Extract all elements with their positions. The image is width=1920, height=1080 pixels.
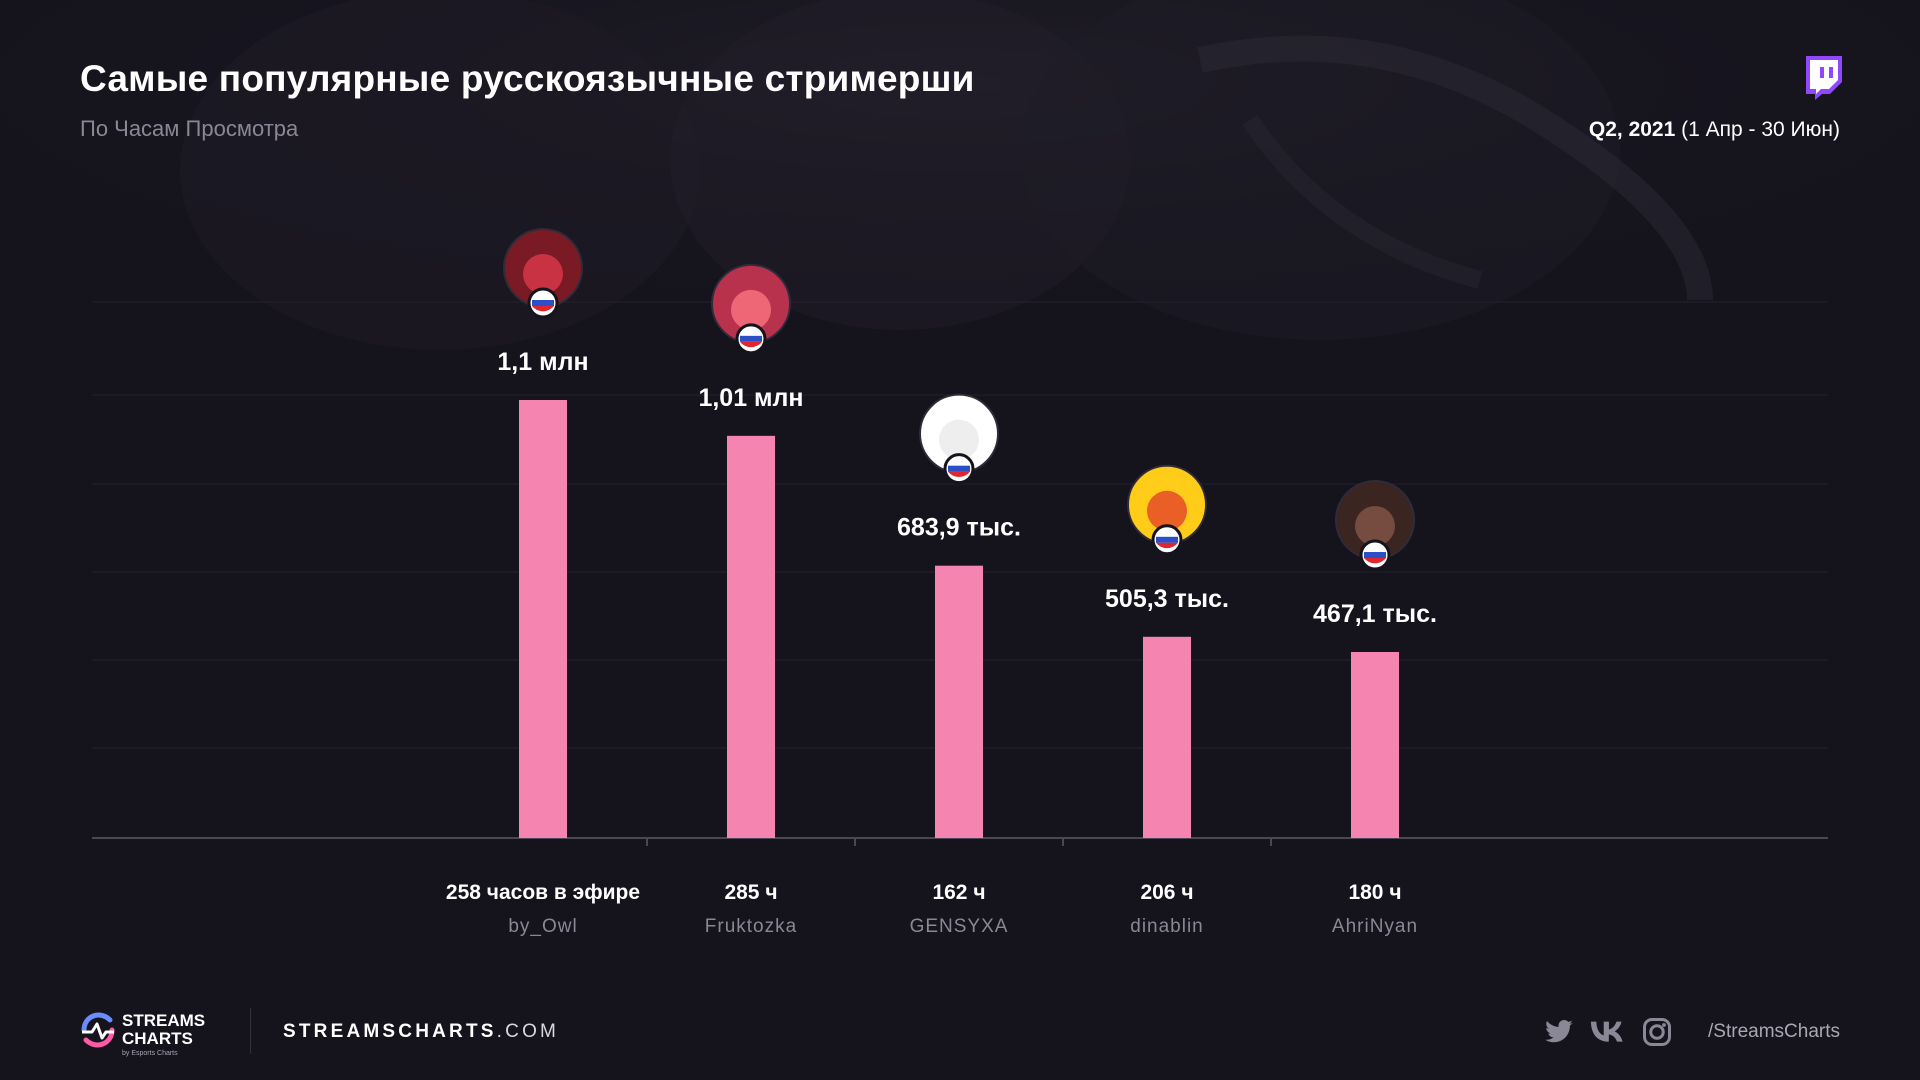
logo-line2: CHARTS bbox=[122, 1029, 193, 1048]
period-quarter: Q2, 2021 bbox=[1588, 118, 1676, 141]
bar-ahrinyan bbox=[1351, 652, 1399, 838]
site-tld: .COM bbox=[496, 1021, 560, 1042]
chart-subtitle: По Часам Просмотра bbox=[80, 116, 299, 141]
streamscharts-logo: STREAMS CHARTS by Esports Charts bbox=[81, 1011, 205, 1057]
value-label: 1,01 млн bbox=[698, 384, 803, 412]
hours-label: 206 ч bbox=[1140, 881, 1193, 904]
avatar-shading bbox=[1147, 490, 1187, 531]
bar-chart: 1,1 млн 258 часов в эфире by_Owl 1,01 млн 28… bbox=[92, 228, 1828, 937]
avatar-shading bbox=[731, 289, 771, 330]
bar-gensyxa bbox=[935, 565, 983, 838]
streamer-name[interactable]: GENSYXA bbox=[910, 916, 1009, 937]
bar-fruktozka bbox=[727, 435, 775, 838]
streamer-name[interactable]: dinablin bbox=[1130, 916, 1204, 937]
flag-stripe-blue bbox=[948, 465, 970, 472]
logo-sub: by Esports Charts bbox=[122, 1050, 178, 1057]
flag-stripe-red bbox=[532, 306, 554, 312]
period-label: Q2, 2021 (1 Апр - 30 Июн) bbox=[1589, 118, 1840, 142]
bar-dinablin bbox=[1143, 636, 1191, 838]
avatar-shading bbox=[523, 254, 563, 294]
value-label: 467,1 тыс. bbox=[1313, 600, 1437, 628]
hours-label: 180 ч bbox=[1348, 881, 1401, 904]
footer-divider bbox=[250, 1008, 251, 1054]
value-label: 1,1 млн bbox=[497, 348, 588, 376]
social-handle[interactable]: /StreamsCharts bbox=[1708, 1021, 1840, 1042]
flag-stripe-blue bbox=[1364, 552, 1386, 559]
streamer-name[interactable]: by_Owl bbox=[508, 916, 577, 937]
flag-stripe-red bbox=[740, 341, 762, 348]
hours-label: 285 ч bbox=[724, 881, 777, 904]
flag-stripe-red bbox=[1156, 542, 1178, 549]
instagram-icon[interactable] bbox=[1642, 1017, 1672, 1047]
chart-title: Самые популярные русскоязычные стримерши bbox=[80, 58, 975, 99]
bar-by-owl bbox=[519, 400, 567, 838]
flag-stripe-red bbox=[1364, 558, 1386, 564]
hours-label: 162 ч bbox=[932, 881, 985, 904]
avatar-shading bbox=[1355, 506, 1395, 547]
vk-icon[interactable] bbox=[1590, 1017, 1624, 1047]
twitch-icon bbox=[1806, 56, 1842, 100]
avatar-shading bbox=[939, 419, 979, 460]
value-label: 505,3 тыс. bbox=[1105, 585, 1229, 613]
streamscharts-logo-mark bbox=[81, 1012, 115, 1048]
site-name: STREAMSCHARTS bbox=[283, 1021, 497, 1042]
flag-stripe-blue bbox=[532, 300, 554, 306]
flag-stripe-blue bbox=[740, 335, 762, 342]
logo-line1: STREAMS bbox=[122, 1011, 205, 1030]
flag-stripe-red bbox=[948, 471, 970, 478]
site-link[interactable]: STREAMSCHARTS.COM bbox=[283, 1021, 559, 1043]
streamer-name[interactable]: AhriNyan bbox=[1332, 916, 1418, 937]
value-label: 683,9 тыс. bbox=[897, 514, 1021, 542]
streamer-name[interactable]: Fruktozka bbox=[705, 916, 797, 937]
flag-stripe-blue bbox=[1156, 536, 1178, 543]
twitter-icon[interactable] bbox=[1544, 1017, 1574, 1047]
hours-label: 258 часов в эфире bbox=[446, 881, 640, 904]
period-range: (1 Апр - 30 Июн) bbox=[1675, 118, 1840, 141]
